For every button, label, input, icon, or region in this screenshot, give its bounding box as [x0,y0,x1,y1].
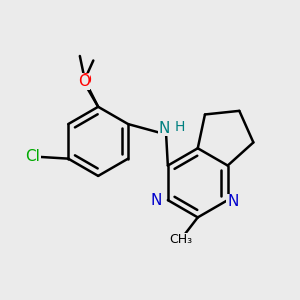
Text: O: O [78,74,90,89]
Text: N: N [150,193,162,208]
Text: H: H [175,120,185,134]
Text: N: N [227,194,238,209]
Text: CH₃: CH₃ [169,233,192,246]
Text: O: O [79,74,91,88]
Text: N: N [159,121,170,136]
Text: Cl: Cl [25,149,40,164]
